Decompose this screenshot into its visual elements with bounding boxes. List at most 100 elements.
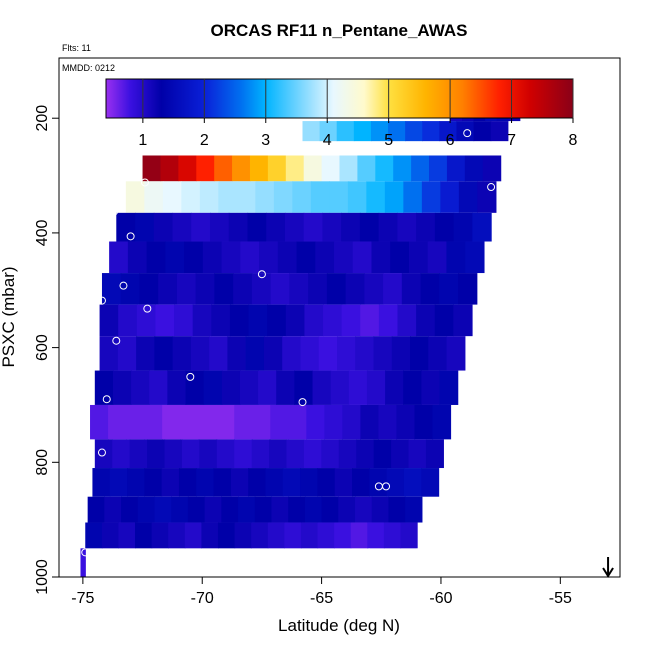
heatmap-cell xyxy=(213,468,232,497)
heatmap-cell xyxy=(416,212,436,242)
heatmap-cell xyxy=(199,439,218,469)
y-axis: 200 400 600 800 1000 xyxy=(34,105,59,595)
heatmap-cell xyxy=(196,468,215,497)
sample-point xyxy=(143,304,152,313)
heatmap-cell xyxy=(330,370,350,405)
heatmap-cell xyxy=(384,181,404,213)
sample-point xyxy=(463,129,472,138)
y-tick-label: 1000 xyxy=(34,559,51,595)
x-tick-label: -55 xyxy=(549,590,572,607)
heatmap-cell xyxy=(104,496,122,523)
heatmap-cell xyxy=(403,370,422,405)
heatmap-cell xyxy=(439,370,459,405)
heatmap-cell xyxy=(428,336,448,371)
heatmap-cell xyxy=(317,468,336,497)
heatmap-cell xyxy=(99,304,119,337)
heatmap-cell xyxy=(255,181,275,213)
heatmap-cell xyxy=(385,370,404,405)
x-axis-label: Latitude (deg N) xyxy=(278,616,400,635)
heatmap-cell xyxy=(352,241,373,274)
sample-point xyxy=(401,548,410,557)
sample-point xyxy=(112,336,121,345)
heatmap-cell xyxy=(458,273,478,305)
heatmap-cell xyxy=(277,241,298,274)
heatmap-cell xyxy=(294,370,314,405)
heatmap-cell xyxy=(282,336,302,371)
heatmap-cell xyxy=(218,181,238,213)
heatmap-cell xyxy=(238,496,256,523)
heatmap-cell xyxy=(373,439,392,469)
heatmap-cell xyxy=(356,439,375,469)
heatmap-cell xyxy=(453,304,473,337)
heatmap-cell xyxy=(267,522,285,549)
heatmap-cell xyxy=(446,241,466,274)
sample-point xyxy=(298,398,307,407)
heatmap-cell xyxy=(144,181,164,213)
heatmap-cell xyxy=(196,155,215,182)
heatmap-cell xyxy=(440,181,460,213)
heatmap-cell xyxy=(99,336,119,371)
heatmap-cell xyxy=(411,155,430,182)
heatmap-cell xyxy=(321,155,341,182)
heatmap-cell xyxy=(300,468,319,497)
heatmap-cell xyxy=(304,304,324,337)
heatmap-cell xyxy=(251,273,272,305)
heatmap-cell xyxy=(434,304,454,337)
heatmap-cell xyxy=(284,212,305,242)
heatmap-cell xyxy=(310,181,330,213)
heatmap-cell xyxy=(408,241,429,274)
colorbar-tick-label: 3 xyxy=(261,132,270,149)
sample-point xyxy=(109,207,118,216)
heatmap-cell xyxy=(464,155,484,182)
heatmap-cell xyxy=(366,181,386,213)
heatmap-cell xyxy=(321,439,340,469)
heatmap-cell xyxy=(149,370,168,405)
sample-point xyxy=(186,372,195,381)
heatmap-cell xyxy=(355,336,375,371)
heatmap-cell xyxy=(420,273,440,305)
heatmap-cell xyxy=(397,304,417,337)
y-axis-label: PSXC (mbar) xyxy=(0,266,18,367)
heatmap-cell xyxy=(322,212,342,242)
x-tick-label: -75 xyxy=(71,590,94,607)
heatmap-cell xyxy=(191,212,211,242)
heatmap-cell xyxy=(338,439,357,469)
heatmap-cell xyxy=(421,181,441,213)
heatmap-cell xyxy=(181,439,200,469)
heatmap-cell xyxy=(336,336,356,371)
colorbar-tick-label: 4 xyxy=(323,132,332,149)
heatmap-cell xyxy=(338,496,356,523)
heatmap-cell xyxy=(165,241,185,274)
heatmap-cell xyxy=(304,496,323,523)
heatmap-cell xyxy=(341,304,361,337)
heatmap-cell xyxy=(217,522,236,549)
heatmap-cell xyxy=(285,155,305,182)
sample-point xyxy=(97,296,106,305)
heatmap-cell xyxy=(258,370,277,405)
sample-point xyxy=(126,232,135,241)
heatmap-cell xyxy=(234,404,253,440)
heatmap-cell xyxy=(410,336,429,371)
heatmap-cell xyxy=(350,522,368,549)
heatmap-cell xyxy=(369,468,388,497)
heatmap-cell xyxy=(144,404,163,440)
heatmap-bands xyxy=(80,103,521,577)
heatmap-cell xyxy=(318,336,338,371)
heatmap-cell xyxy=(317,522,335,549)
heatmap-cell xyxy=(176,273,197,305)
heatmap-cell xyxy=(181,181,201,213)
heatmap-cell xyxy=(187,496,206,523)
heatmap-cell xyxy=(306,404,325,440)
heatmap-cell xyxy=(432,404,452,440)
heatmap-cell xyxy=(360,304,380,337)
heatmap-cell xyxy=(192,304,212,337)
heatmap-cell xyxy=(366,370,386,405)
heatmap-cell xyxy=(209,336,229,371)
heatmap-cell xyxy=(178,468,197,497)
heatmap-cell xyxy=(473,121,492,142)
heatmap-cell xyxy=(288,404,307,440)
heatmap-cell xyxy=(162,404,181,440)
heatmap-cell xyxy=(341,212,361,242)
heatmap-cell xyxy=(184,522,202,549)
heatmap-cell xyxy=(117,336,137,371)
